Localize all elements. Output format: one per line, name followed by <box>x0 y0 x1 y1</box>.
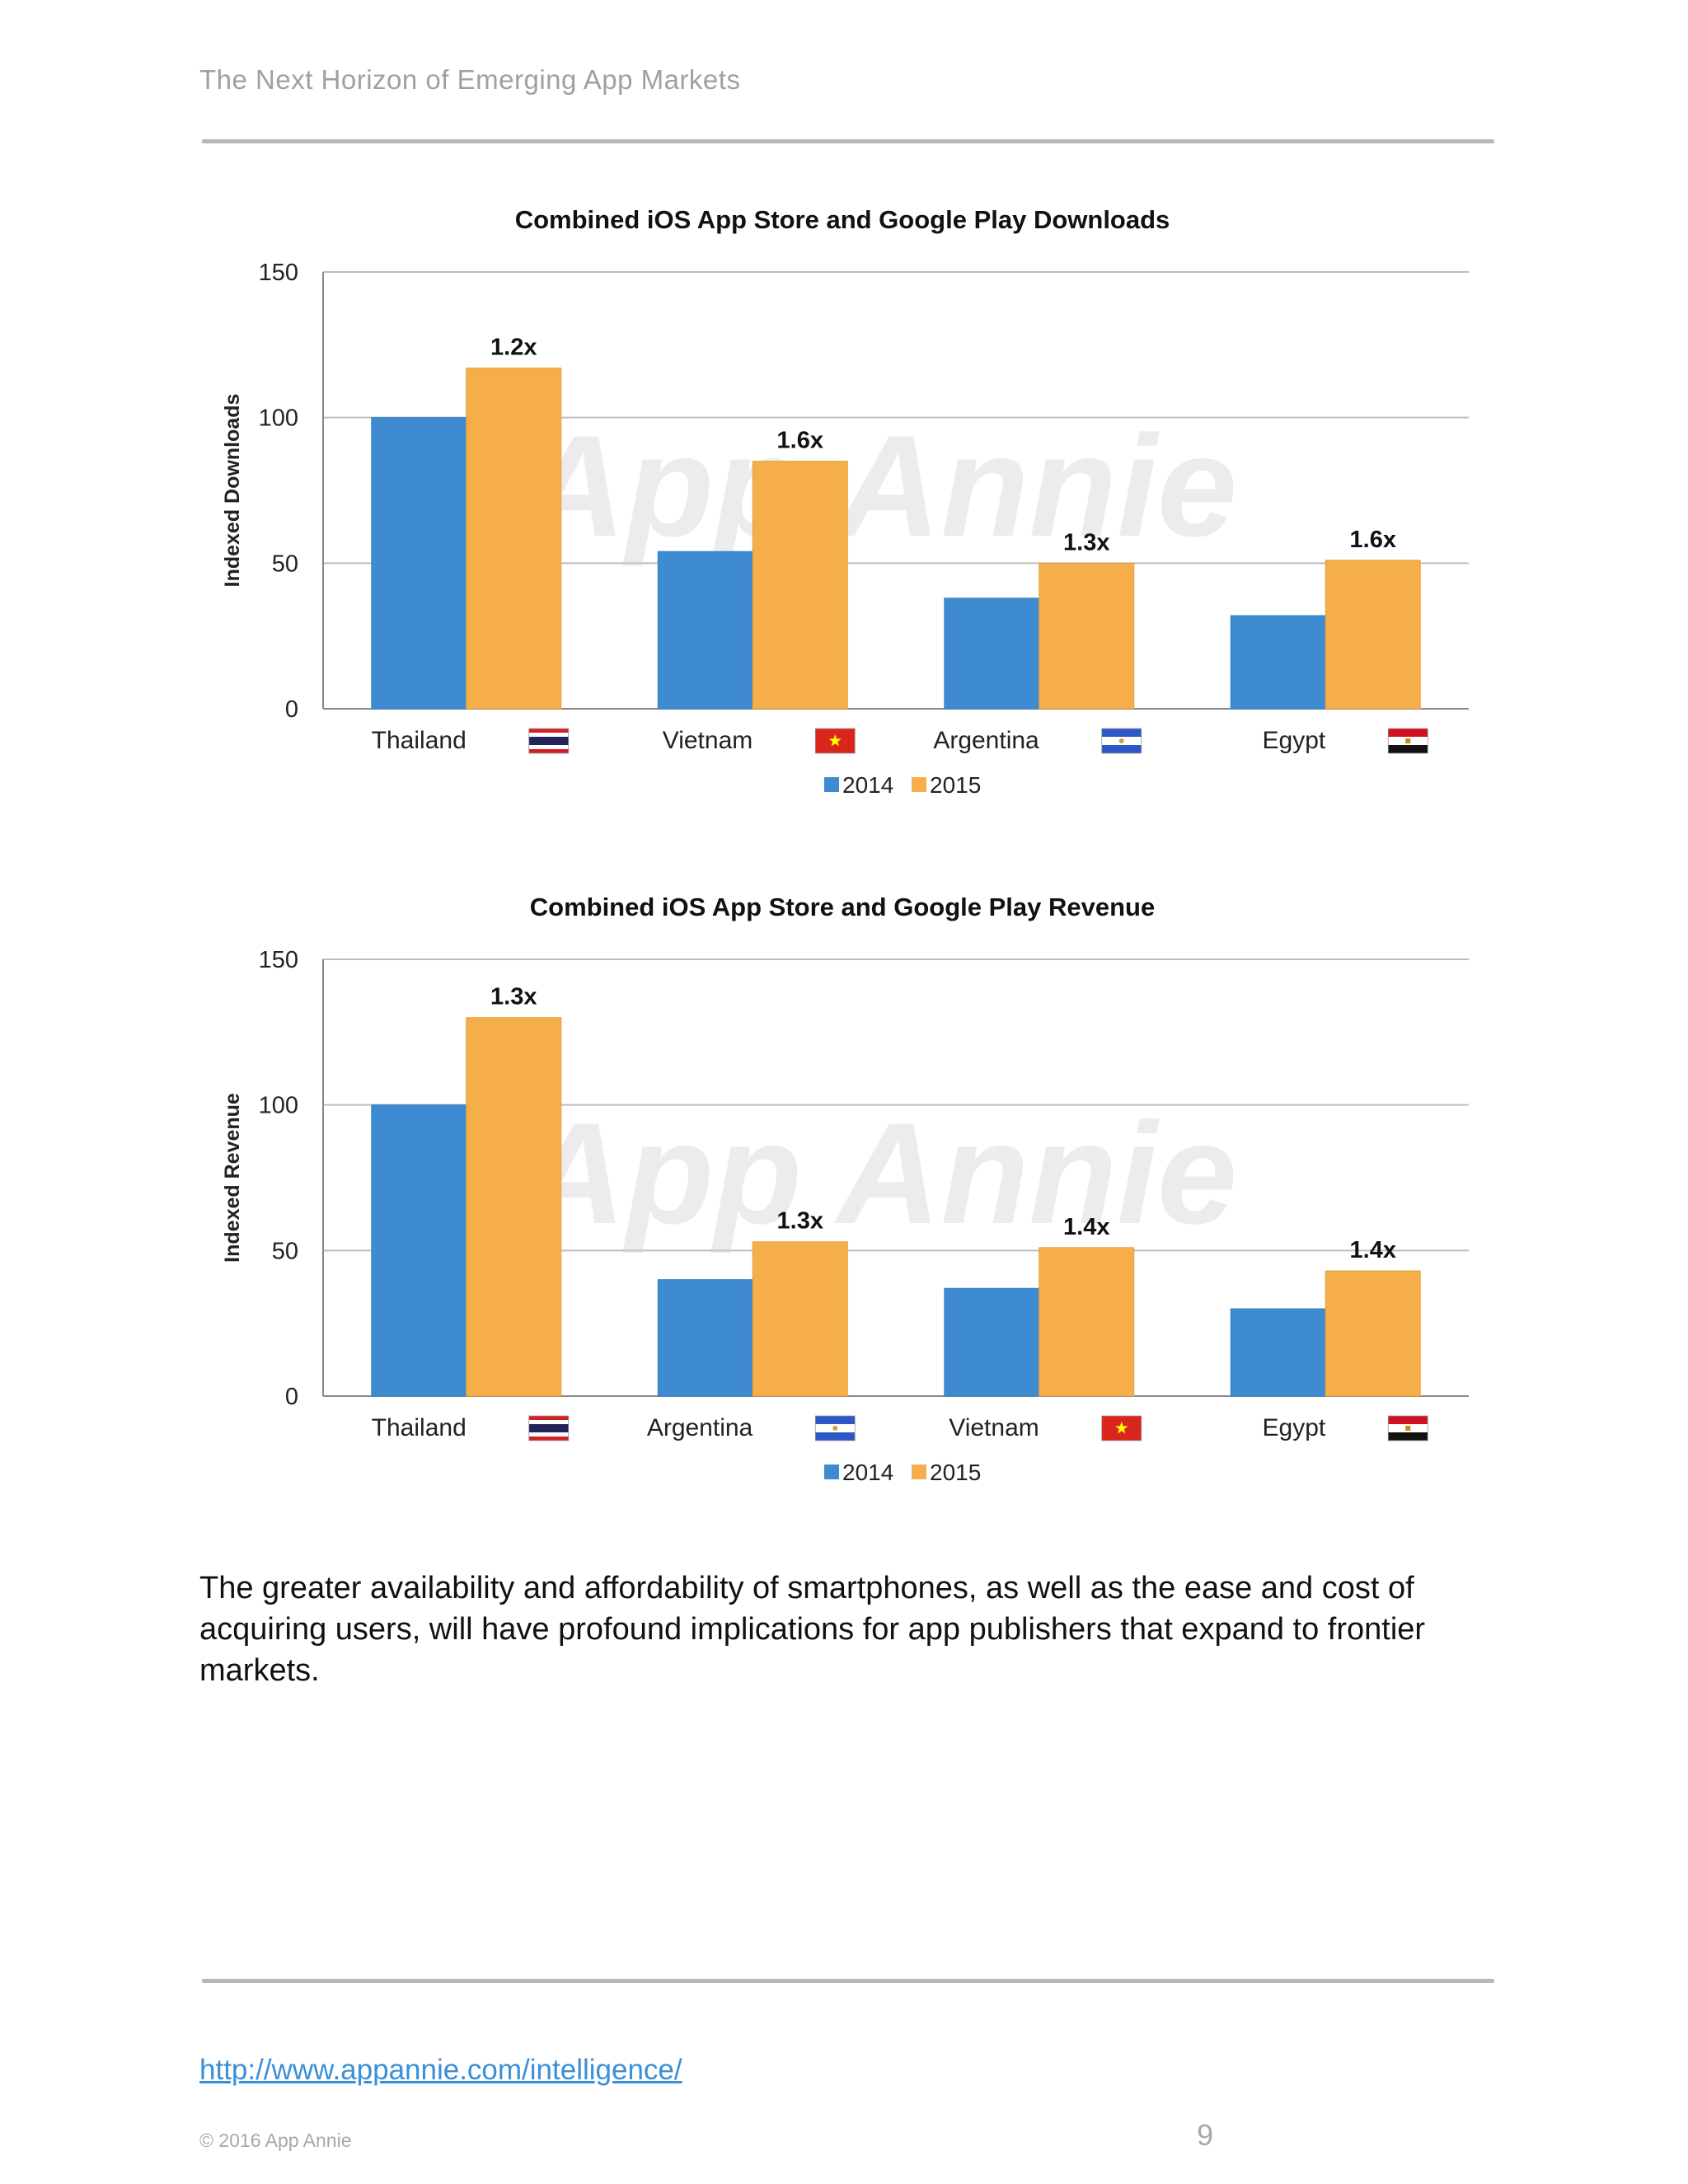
legend-label-2014: 2014 <box>842 772 893 798</box>
y-tick-label: 100 <box>259 1093 298 1119</box>
category-label-argentina: Argentina <box>933 727 1039 754</box>
category-label-vietnam: Vietnam <box>949 1414 1039 1441</box>
bar-vietnam-2014 <box>944 1287 1040 1397</box>
growth-label-egypt: 1.4x <box>1350 1237 1396 1263</box>
egypt-flag <box>1387 728 1428 754</box>
footer-divider <box>202 1979 1494 1983</box>
growth-label-argentina: 1.3x <box>1063 529 1109 555</box>
y-tick-label: 0 <box>285 696 298 723</box>
legend-label-2015: 2015 <box>930 1460 981 1485</box>
category-label-thailand: Thailand <box>372 1414 467 1441</box>
category-label-thailand: Thailand <box>372 727 467 754</box>
growth-label-thailand: 1.3x <box>490 984 537 1010</box>
page-header-title: The Next Horizon of Emerging App Markets <box>199 64 741 95</box>
growth-label-thailand: 1.2x <box>490 335 537 361</box>
bar-vietnam-2015 <box>1039 1247 1135 1397</box>
argentina-flag <box>814 1415 856 1441</box>
y-tick-label: 100 <box>259 405 298 432</box>
thailand-flag <box>528 728 570 754</box>
y-tick-label: 50 <box>272 1238 298 1264</box>
downloads-bar-chart: Combined iOS App Store and Google Play D… <box>221 205 1469 798</box>
argentina-flag <box>1101 728 1142 754</box>
bar-argentina-2014 <box>657 1279 753 1397</box>
bar-thailand-2014 <box>371 417 467 710</box>
y-axis-label: Indexed Downloads <box>221 394 244 588</box>
category-label-vietnam: Vietnam <box>663 727 753 754</box>
vietnam-flag <box>1101 1415 1142 1441</box>
growth-label-argentina: 1.3x <box>777 1208 823 1235</box>
intelligence-link[interactable]: http://www.appannie.com/intelligence/ <box>199 2054 682 2086</box>
bar-egypt-2015 <box>1325 560 1421 710</box>
legend-swatch-2014 <box>824 1465 839 1479</box>
growth-label-vietnam: 1.6x <box>777 428 823 454</box>
bar-argentina-2014 <box>944 598 1040 710</box>
y-axis-label: Indexed Revenue <box>221 1093 244 1263</box>
copyright-text: © 2016 App Annie <box>199 2130 352 2151</box>
legend-label-2014: 2014 <box>842 1460 893 1485</box>
legend-label-2015: 2015 <box>930 772 981 798</box>
bar-thailand-2015 <box>466 1017 562 1397</box>
bar-argentina-2015 <box>752 1241 848 1397</box>
legend-swatch-2015 <box>912 1465 926 1479</box>
bar-vietnam-2015 <box>752 461 848 710</box>
category-label-egypt: Egypt <box>1263 1414 1326 1441</box>
legend-swatch-2015 <box>912 777 926 792</box>
y-tick-label: 0 <box>285 1384 298 1410</box>
y-tick-label: 150 <box>259 260 298 286</box>
bar-egypt-2015 <box>1325 1270 1421 1397</box>
y-tick-label: 150 <box>259 947 298 973</box>
bar-egypt-2014 <box>1230 1308 1326 1397</box>
category-label-argentina: Argentina <box>647 1414 753 1441</box>
chart-title: Combined iOS App Store and Google Play R… <box>530 893 1155 921</box>
thailand-flag <box>528 1415 570 1441</box>
bar-thailand-2015 <box>466 368 562 710</box>
bar-thailand-2014 <box>371 1104 467 1397</box>
y-tick-label: 50 <box>272 551 298 577</box>
growth-label-vietnam: 1.4x <box>1063 1214 1109 1240</box>
bar-argentina-2015 <box>1039 562 1135 710</box>
vietnam-flag <box>814 728 856 754</box>
category-label-egypt: Egypt <box>1263 727 1326 754</box>
app-annie-watermark: App Annie <box>518 406 1237 567</box>
growth-label-egypt: 1.6x <box>1350 527 1396 553</box>
revenue-bar-chart: Combined iOS App Store and Google Play R… <box>221 893 1469 1485</box>
app-annie-watermark: App Annie <box>518 1094 1237 1254</box>
body-paragraph: The greater availability and affordabili… <box>199 1571 1426 1688</box>
legend-swatch-2014 <box>824 777 839 792</box>
page-number: 9 <box>1197 2118 1214 2152</box>
bar-egypt-2014 <box>1230 615 1326 710</box>
egypt-flag <box>1387 1415 1428 1441</box>
bar-vietnam-2014 <box>657 551 753 710</box>
header-divider <box>202 139 1494 143</box>
chart-title: Combined iOS App Store and Google Play D… <box>515 205 1170 234</box>
